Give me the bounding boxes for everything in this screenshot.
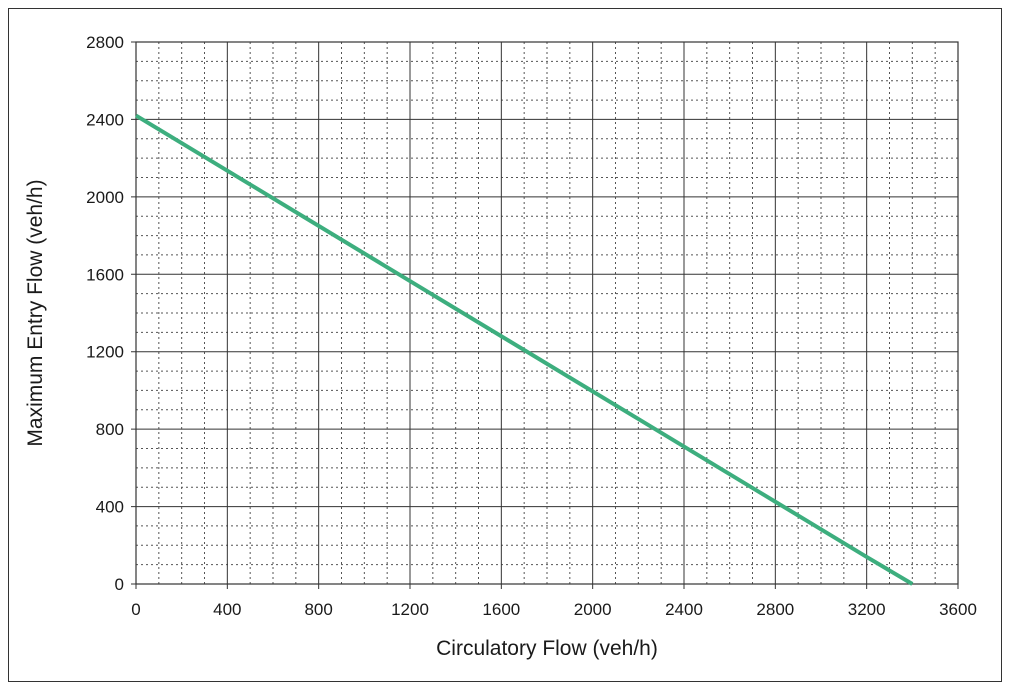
y-axis-title: Maximum Entry Flow (veh/h) bbox=[24, 179, 47, 446]
x-axis-title: Circulatory Flow (veh/h) bbox=[436, 637, 658, 660]
y-tick-label: 2000 bbox=[86, 188, 124, 207]
x-tick-label: 2000 bbox=[574, 600, 612, 619]
series-line bbox=[134, 113, 914, 586]
chart-frame: 0 400 800 1200 1600 2000 2400 2800 3200 3600 0 400… bbox=[8, 8, 1002, 682]
y-tick-label: 0 bbox=[115, 575, 124, 594]
major-grid bbox=[131, 41, 959, 589]
x-tick-label: 2800 bbox=[756, 600, 794, 619]
y-tick-label: 2400 bbox=[86, 110, 124, 129]
y-tick-labels: 0 400 800 1200 1600 2000 2400 2800 bbox=[86, 33, 124, 594]
x-tick-label: 2400 bbox=[665, 600, 703, 619]
x-tick-label: 1600 bbox=[482, 600, 520, 619]
y-tick-label: 400 bbox=[96, 498, 124, 517]
x-tick-label: 400 bbox=[213, 600, 241, 619]
x-tick-label: 1200 bbox=[391, 600, 429, 619]
x-tick-label: 800 bbox=[304, 600, 332, 619]
x-tick-label: 3200 bbox=[848, 600, 886, 619]
y-tick-label: 1600 bbox=[86, 265, 124, 284]
x-tick-label: 3600 bbox=[939, 600, 977, 619]
y-tick-label: 800 bbox=[96, 420, 124, 439]
series-layer bbox=[134, 113, 914, 586]
x-tick-label: 0 bbox=[131, 600, 140, 619]
x-tick-labels: 0 400 800 1200 1600 2000 2400 2800 3200 3600 bbox=[131, 600, 977, 619]
y-tick-label: 2800 bbox=[86, 33, 124, 52]
y-tick-label: 1200 bbox=[86, 343, 124, 362]
line-chart: 0 400 800 1200 1600 2000 2400 2800 3200 3600 0 400… bbox=[24, 33, 977, 660]
minor-grid bbox=[136, 42, 958, 584]
plot-area bbox=[135, 41, 959, 585]
